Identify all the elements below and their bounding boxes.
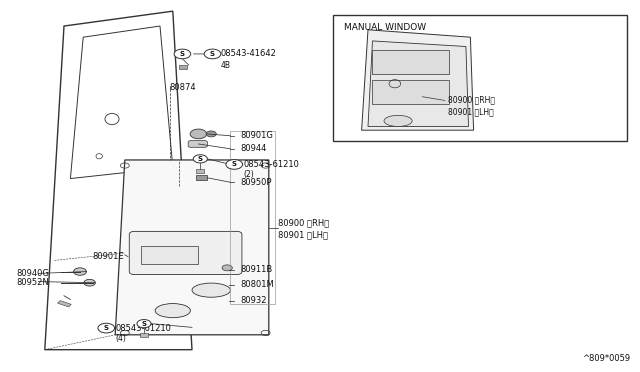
Text: S: S bbox=[180, 51, 185, 57]
Text: 08543-61210: 08543-61210 bbox=[243, 160, 299, 169]
Circle shape bbox=[137, 320, 151, 328]
Bar bbox=[230, 131, 275, 304]
Bar bbox=[372, 80, 449, 104]
FancyBboxPatch shape bbox=[188, 141, 207, 147]
Text: 80952N: 80952N bbox=[16, 278, 49, 287]
Text: 08543-41642: 08543-41642 bbox=[221, 49, 276, 58]
Text: 80950P: 80950P bbox=[240, 178, 271, 187]
Circle shape bbox=[226, 160, 243, 169]
Circle shape bbox=[193, 155, 207, 163]
Circle shape bbox=[190, 129, 207, 139]
Text: ^809*0059: ^809*0059 bbox=[582, 354, 630, 363]
Text: 80900 〈RH〉
80901 〈LH〉: 80900 〈RH〉 80901 〈LH〉 bbox=[278, 218, 330, 239]
Text: MANUAL WINDOW: MANUAL WINDOW bbox=[344, 23, 426, 32]
Ellipse shape bbox=[192, 283, 230, 297]
Bar bbox=[140, 333, 148, 337]
Polygon shape bbox=[115, 160, 269, 335]
Text: (4): (4) bbox=[115, 334, 126, 343]
Circle shape bbox=[222, 265, 232, 271]
Text: 80900 〈RH〉
80901 〈LH〉: 80900 〈RH〉 80901 〈LH〉 bbox=[448, 96, 495, 116]
Circle shape bbox=[204, 49, 221, 59]
Text: 80911B: 80911B bbox=[240, 265, 272, 274]
Text: 80874: 80874 bbox=[170, 83, 196, 92]
Bar bbox=[196, 169, 204, 173]
Text: 80944: 80944 bbox=[240, 144, 266, 153]
Ellipse shape bbox=[156, 304, 191, 318]
Circle shape bbox=[174, 49, 191, 59]
Bar bbox=[372, 50, 449, 74]
Text: S: S bbox=[141, 321, 147, 327]
Text: 80932: 80932 bbox=[240, 296, 266, 305]
Circle shape bbox=[98, 323, 115, 333]
Ellipse shape bbox=[384, 115, 412, 126]
Text: S: S bbox=[232, 161, 237, 167]
Bar bbox=[179, 65, 187, 69]
Text: 80901E: 80901E bbox=[93, 252, 124, 261]
Text: S: S bbox=[210, 51, 215, 57]
Bar bbox=[196, 175, 207, 180]
Text: 08543-61210: 08543-61210 bbox=[115, 324, 171, 333]
Text: (2): (2) bbox=[243, 170, 254, 179]
Bar bbox=[141, 246, 198, 264]
FancyBboxPatch shape bbox=[129, 231, 242, 275]
Text: 4B: 4B bbox=[221, 61, 231, 70]
Circle shape bbox=[74, 268, 86, 275]
Text: 80940G: 80940G bbox=[16, 269, 49, 278]
Polygon shape bbox=[362, 30, 474, 130]
Text: 80901G: 80901G bbox=[240, 131, 273, 140]
Text: S: S bbox=[104, 325, 109, 331]
Text: S: S bbox=[198, 156, 203, 162]
Polygon shape bbox=[368, 41, 468, 126]
Bar bbox=[333, 15, 627, 141]
Text: 80801M: 80801M bbox=[240, 280, 274, 289]
Bar bbox=[58, 301, 71, 307]
Circle shape bbox=[206, 131, 216, 137]
Circle shape bbox=[84, 279, 95, 286]
